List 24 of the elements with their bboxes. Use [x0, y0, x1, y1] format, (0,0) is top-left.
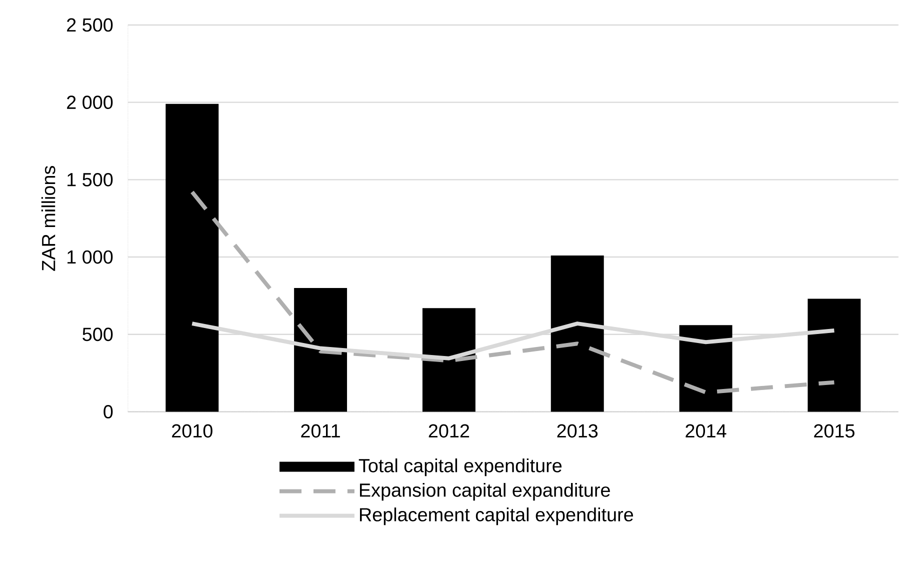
y-tick-label: 1 500 [68, 173, 113, 187]
bar [166, 104, 219, 412]
line-series [190, 190, 836, 395]
line-series [190, 322, 836, 361]
y-tick-label: 0 [104, 405, 113, 419]
x-tick-label: 2012 [428, 424, 470, 438]
x-tick-label: 2014 [686, 424, 726, 438]
legend-label: Total capital expenditure [358, 458, 562, 476]
bar [550, 256, 604, 412]
x-tick-label: 2010 [172, 424, 212, 438]
legend-label: Replacement capital expenditure [360, 508, 634, 526]
bar [422, 308, 476, 412]
y-tick-label: 1 000 [68, 250, 113, 264]
y-tick-label: 2 000 [67, 96, 113, 110]
y-axis-title: ZAR millions [41, 166, 56, 272]
bar [294, 288, 348, 412]
y-tick-label: 2 500 [67, 18, 113, 32]
bar [679, 325, 732, 412]
x-tick-label: 2015 [814, 424, 854, 438]
bar [808, 298, 861, 412]
legend-label: Expansion capital expanditure [360, 483, 610, 501]
y-tick-label: 500 [82, 328, 113, 342]
x-tick-label: 2011 [301, 424, 340, 438]
x-tick-label: 2013 [557, 424, 598, 438]
